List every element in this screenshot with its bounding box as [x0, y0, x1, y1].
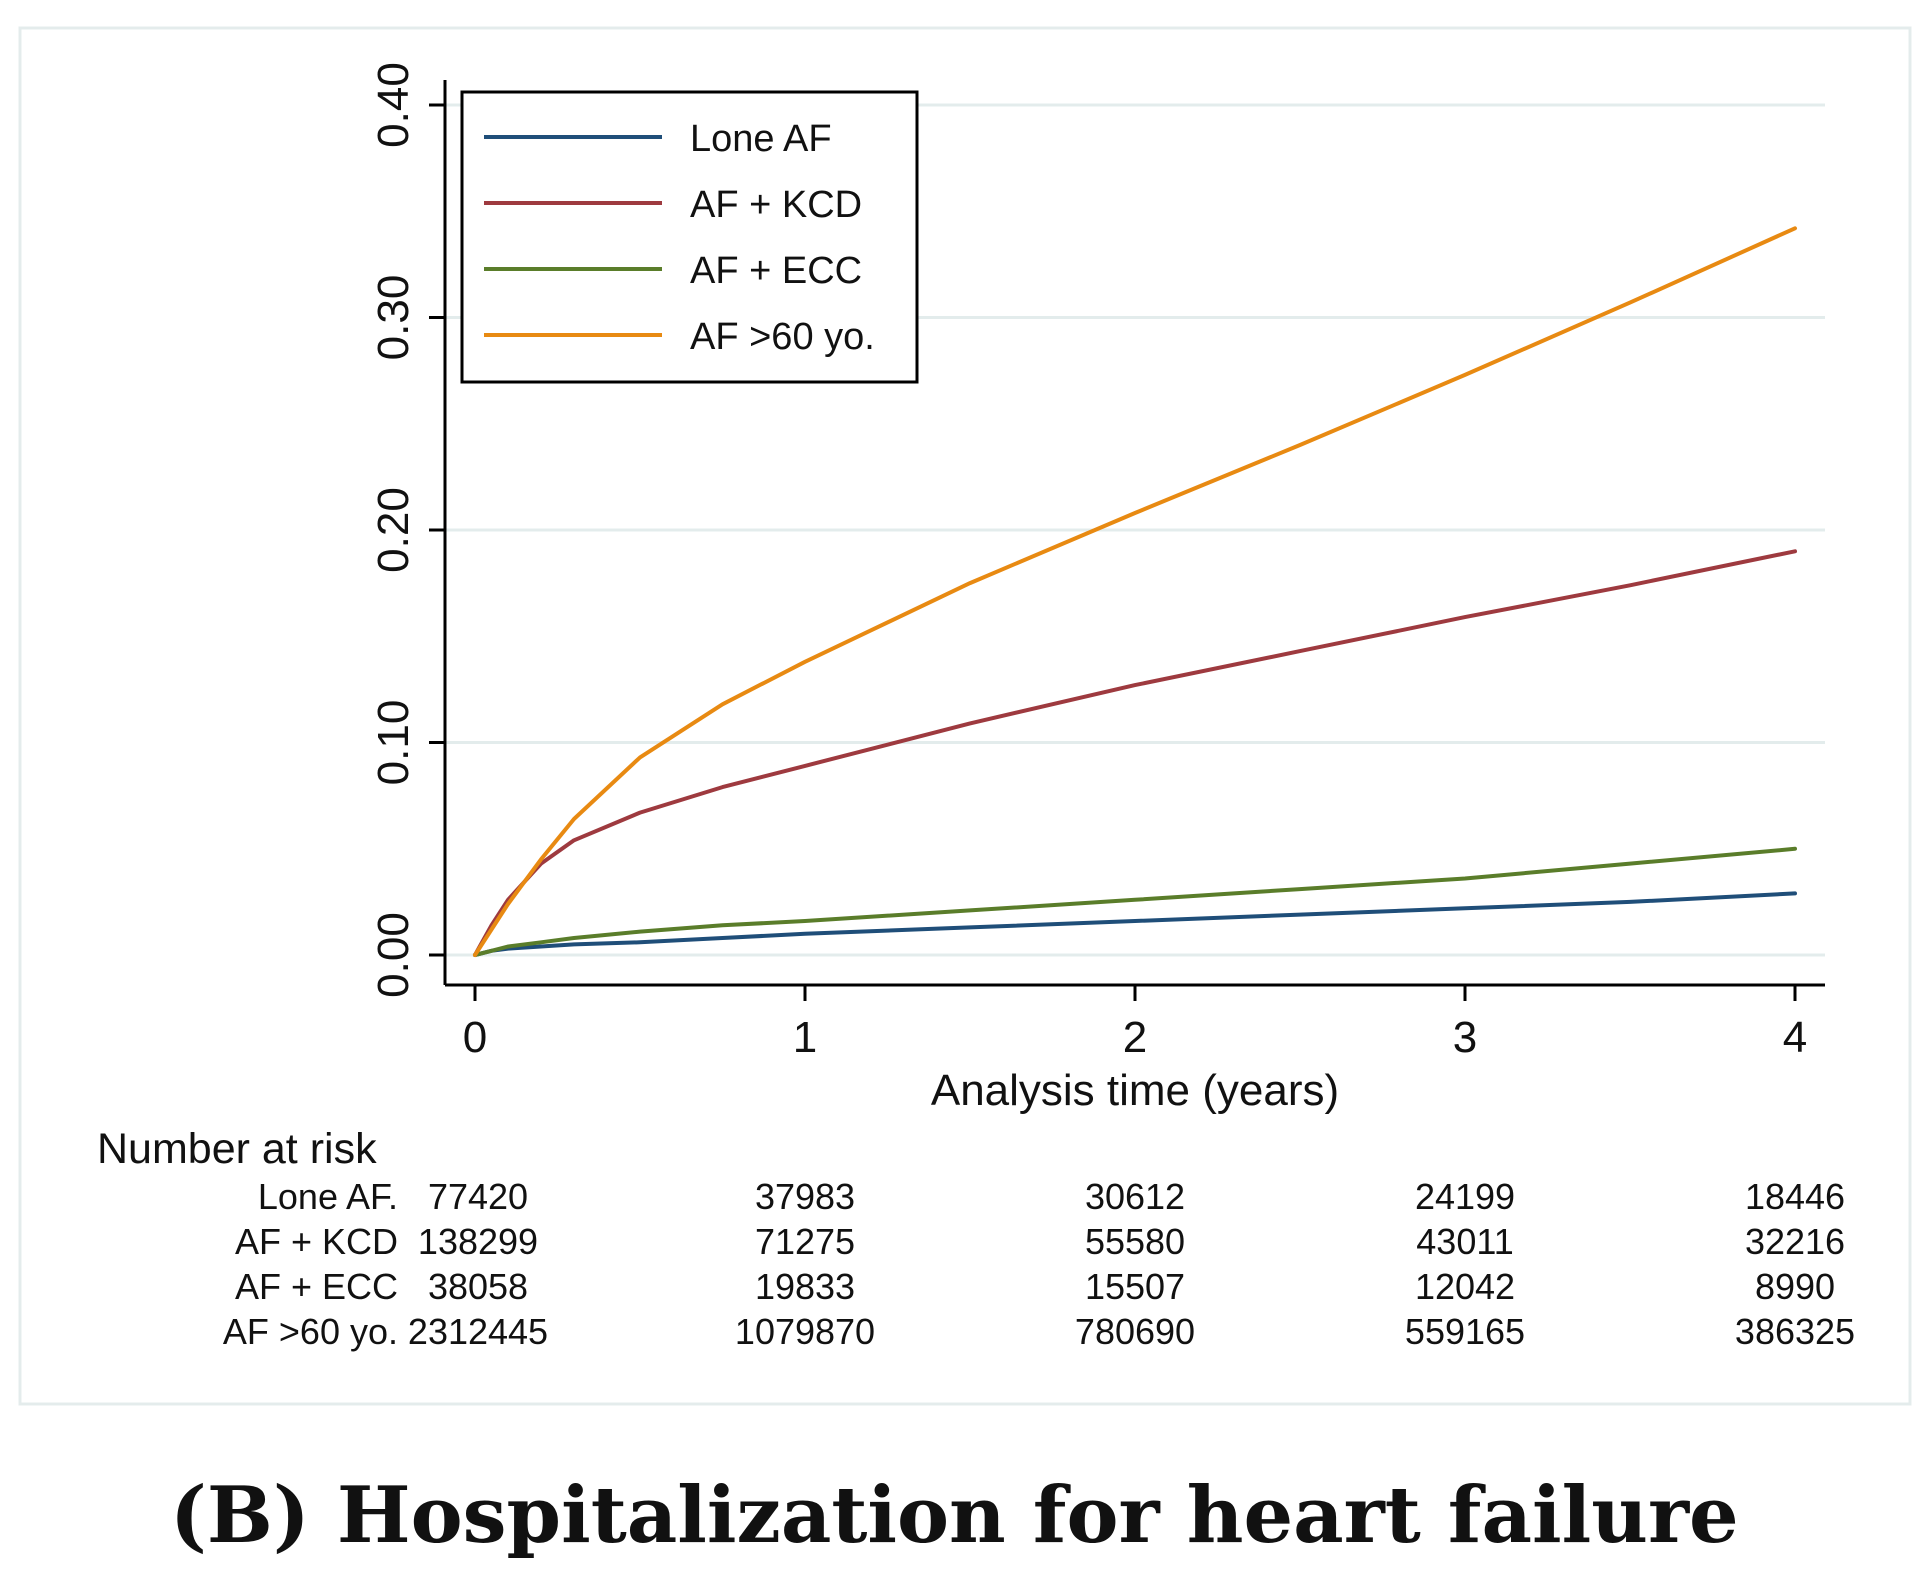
legend-label-3: AF >60 yo. — [690, 316, 875, 358]
risk-row-label-1: AF + KCD — [235, 1221, 398, 1262]
risk-count-0-0: 77420 — [428, 1176, 528, 1217]
y-tick-label-2: 0.20 — [369, 487, 418, 573]
y-tick-label-4: 0.40 — [369, 62, 418, 148]
risk-row-label-2: AF + ECC — [235, 1266, 398, 1307]
x-tick-label-4: 4 — [1783, 1013, 1807, 1062]
risk-count-3-4: 386325 — [1735, 1311, 1855, 1352]
risk-table-title: Number at risk — [97, 1125, 377, 1173]
series-lines — [473, 226, 1797, 957]
risk-count-3-3: 559165 — [1405, 1311, 1525, 1352]
y-tick-label-1: 0.10 — [369, 700, 418, 786]
chart-frame — [18, 26, 1912, 1406]
series-line-2 — [473, 846, 1797, 957]
risk-row-label-0: Lone AF. — [258, 1176, 398, 1217]
risk-count-0-4: 18446 — [1745, 1176, 1845, 1217]
legend-label-0: Lone AF — [690, 118, 832, 160]
risk-count-2-4: 8990 — [1755, 1266, 1835, 1307]
risk-count-2-0: 38058 — [428, 1266, 528, 1307]
series-line-0 — [473, 891, 1797, 957]
series-line-3 — [473, 226, 1797, 957]
risk-count-2-1: 19833 — [755, 1266, 855, 1307]
risk-count-2-2: 15507 — [1085, 1266, 1185, 1307]
risk-count-0-1: 37983 — [755, 1176, 855, 1217]
legend-label-2: AF + ECC — [690, 250, 862, 292]
x-tick-label-1: 1 — [793, 1013, 817, 1062]
x-axis-title: Analysis time (years) — [931, 1066, 1339, 1115]
y-tick-label-3: 0.30 — [369, 275, 418, 361]
x-tick-label-3: 3 — [1453, 1013, 1477, 1062]
legend-label-1: AF + KCD — [690, 184, 862, 226]
figure-caption: (B) Hospitalization for heart failure — [170, 1470, 1739, 1561]
risk-count-1-4: 32216 — [1745, 1221, 1845, 1262]
risk-count-3-2: 780690 — [1075, 1311, 1195, 1352]
risk-count-1-0: 138299 — [418, 1221, 538, 1262]
risk-count-3-1: 1079870 — [735, 1311, 875, 1352]
x-tick-label-0: 0 — [463, 1013, 487, 1062]
risk-count-1-2: 55580 — [1085, 1221, 1185, 1262]
risk-count-1-3: 43011 — [1416, 1221, 1513, 1262]
x-tick-label-2: 2 — [1123, 1013, 1147, 1062]
risk-count-2-3: 12042 — [1415, 1266, 1515, 1307]
risk-count-0-2: 30612 — [1085, 1176, 1185, 1217]
axes: 0.00 0.10 0.20 0.30 0.40 0 1 2 3 4 Analysis time (… — [369, 62, 1825, 1115]
legend: Lone AF AF + KCD AF + ECC AF >60 yo. — [460, 90, 919, 384]
risk-count-3-0: 2312445 — [408, 1311, 548, 1352]
y-tick-label-0: 0.00 — [369, 912, 418, 998]
risk-count-1-1: 71275 — [755, 1221, 855, 1262]
risk-count-0-3: 24199 — [1415, 1176, 1515, 1217]
risk-row-label-3: AF >60 yo. — [223, 1311, 398, 1352]
